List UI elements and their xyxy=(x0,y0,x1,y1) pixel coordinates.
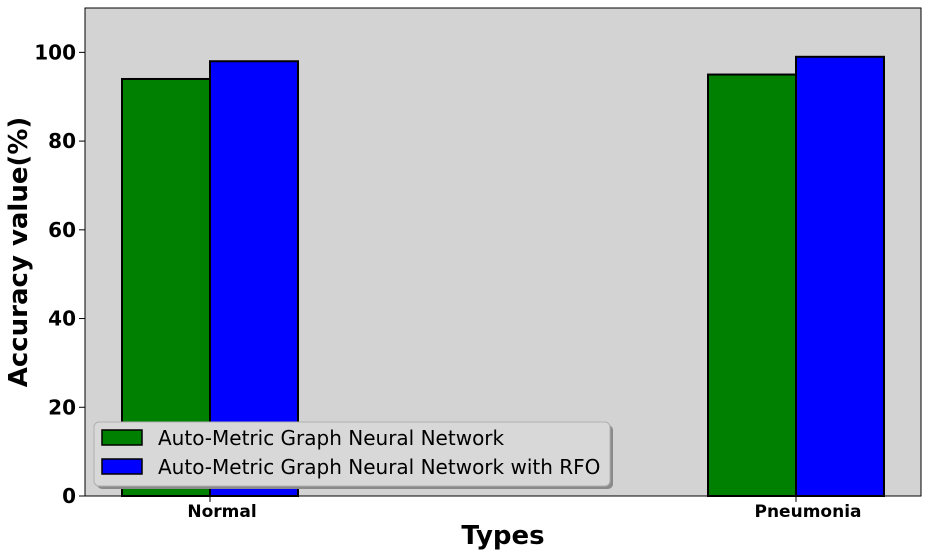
bar-pneumonia-series-1 xyxy=(707,73,797,498)
legend-label-series-1: Auto-Metric Graph Neural Network xyxy=(158,426,505,450)
legend-swatch-series-1 xyxy=(101,429,143,446)
x-tick-label-pneumonia: Pneumonia xyxy=(755,502,862,522)
y-tick-label: 40 xyxy=(48,307,76,331)
y-axis-title: Accuracy value(%) xyxy=(4,117,34,388)
y-tick-label: 80 xyxy=(48,129,76,153)
x-axis-title: Types xyxy=(461,521,544,551)
y-tick-label: 60 xyxy=(48,218,76,242)
x-tick-label-normal: Normal xyxy=(187,502,256,522)
y-tick-label: 100 xyxy=(34,40,76,64)
legend-box xyxy=(93,421,611,487)
y-axis-ticks: 0 20 40 60 80 100 xyxy=(34,40,85,508)
legend-label-series-2: Auto-Metric Graph Neural Network with RF… xyxy=(158,455,600,479)
bar-pneumonia-series-2 xyxy=(795,55,885,498)
y-tick-label: 20 xyxy=(48,395,76,419)
x-axis-ticks: Normal Pneumonia xyxy=(187,496,862,522)
legend-swatch-series-2 xyxy=(101,458,143,475)
legend: Auto-Metric Graph Neural Network Auto-Me… xyxy=(93,421,613,489)
y-tick-label: 0 xyxy=(62,484,76,508)
